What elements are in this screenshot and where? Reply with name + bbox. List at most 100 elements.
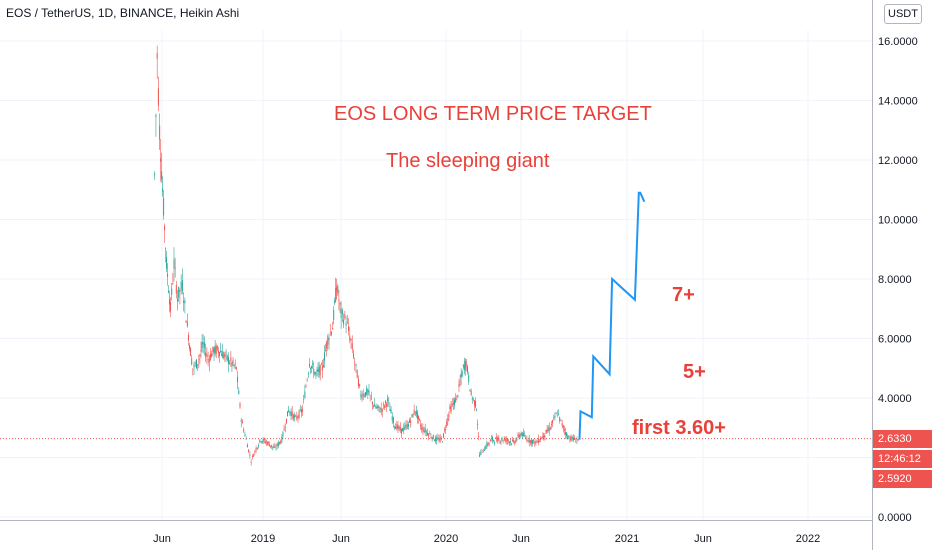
candle-body [452,402,454,405]
candle-body [334,300,336,304]
candle-body [308,364,310,367]
candle-body [315,372,317,374]
candle-body [341,310,343,314]
candle-body [484,449,486,451]
candle-body [277,442,279,446]
candle-body [533,439,535,442]
candle-body [419,419,421,421]
candle-body [437,437,439,439]
candle-body [363,395,365,397]
candle-body [235,367,237,370]
candle-body [493,440,495,441]
candle-body [477,424,479,426]
candle-body [226,355,228,360]
candle-body [480,451,482,455]
candle-body [394,426,396,428]
candle-body [431,437,433,440]
candle-body [542,435,544,439]
candle-body [525,437,527,439]
candle-body [209,353,211,360]
annotation-target-5[interactable]: 5+ [683,361,706,383]
candle-body [207,359,209,361]
candle-body [170,302,172,312]
candle-body [261,441,263,443]
candle-body [260,441,262,443]
candle-body [300,409,302,413]
candle-body [264,441,266,443]
candle-body [529,440,531,444]
candle-body [214,345,216,353]
candle-body [574,437,576,440]
candle-body [541,437,543,439]
candle-body [344,314,346,319]
candle-body [436,437,438,442]
annotation-title[interactable]: EOS LONG TERM PRICE TARGET [334,103,652,125]
candle-body [482,451,484,453]
candle-body [296,416,298,419]
candle-body [371,401,373,405]
x-tick-label: Jun [153,533,171,545]
candle-body [163,197,165,216]
candle-body [465,361,467,367]
candle-body [485,446,487,449]
candle-body [380,408,382,410]
candle-body [478,435,480,438]
candle-body [526,438,528,441]
candle-body [400,428,402,434]
candle-body [537,438,539,444]
candle-body [379,411,381,413]
candle-body [184,300,186,304]
candle-body [243,429,245,432]
candle-body [409,419,411,423]
candle-body [458,383,460,387]
candle-body [571,437,573,439]
candle-body [333,309,335,321]
currency-button[interactable]: USDT [884,4,922,24]
annotation-target-first[interactable]: first 3.60+ [632,417,726,439]
symbol-title[interactable]: EOS / TetherUS, 1D, BINANCE, Heikin Ashi [6,6,240,20]
candle-body [562,425,564,429]
candle-body [356,370,358,379]
candle-body [559,416,561,421]
candle-body [208,359,210,363]
candle-body [501,438,503,441]
annotation-target-7[interactable]: 7+ [672,284,695,306]
candle-body [287,411,289,417]
candle-body [241,421,243,424]
candle-body [370,397,372,399]
candle-body [463,365,465,371]
annotation-subtitle[interactable]: The sleeping giant [386,150,550,172]
candle-body [532,440,534,444]
candle-body [406,424,408,429]
candle-body [519,435,521,438]
candle-body [560,419,562,421]
candle-body [377,405,379,408]
candle-body [472,398,474,400]
candle-body [536,441,538,443]
candle-body [280,441,282,444]
candle-body [312,363,314,365]
candle-body [545,430,547,434]
candle-body [405,424,407,426]
candle-body [289,411,291,414]
candle-body [518,434,520,438]
candle-body [328,337,330,341]
candle-body [468,375,470,383]
candle-body [510,441,512,443]
candle-body [316,369,318,372]
low-price-tag: 2.5920 [873,470,932,488]
candle-body [161,171,163,180]
candle-body [231,362,233,366]
candle-body [200,349,202,352]
y-tick-label: 14.0000 [878,96,918,108]
candle-body [162,188,164,192]
candle-body [332,327,334,330]
candle-body [390,409,392,414]
candle-body [183,300,185,303]
candle-body [275,447,277,449]
candle-body [443,433,445,438]
candle-body [269,444,271,447]
candle-body [388,401,390,403]
